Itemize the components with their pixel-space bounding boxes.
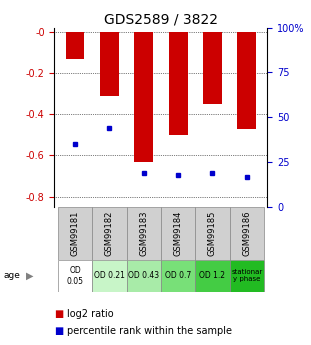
Bar bbox=[92, 260, 127, 292]
Bar bbox=[127, 260, 161, 292]
Bar bbox=[100, 32, 119, 96]
Text: age: age bbox=[3, 272, 20, 280]
Text: OD 1.2: OD 1.2 bbox=[199, 272, 225, 280]
Text: GSM99184: GSM99184 bbox=[174, 211, 183, 256]
Text: OD 0.21: OD 0.21 bbox=[94, 272, 125, 280]
Text: OD 0.7: OD 0.7 bbox=[165, 272, 191, 280]
Text: GSM99182: GSM99182 bbox=[105, 211, 114, 256]
Bar bbox=[127, 207, 161, 260]
Text: GSM99186: GSM99186 bbox=[242, 211, 251, 256]
Text: GSM99183: GSM99183 bbox=[139, 211, 148, 256]
Bar bbox=[230, 260, 264, 292]
Bar bbox=[237, 32, 256, 129]
Text: GSM99181: GSM99181 bbox=[71, 211, 80, 256]
Bar bbox=[134, 32, 153, 162]
Bar bbox=[161, 260, 195, 292]
Text: stationar
y phase: stationar y phase bbox=[231, 269, 262, 283]
Bar bbox=[203, 32, 222, 104]
Bar bbox=[230, 207, 264, 260]
Bar bbox=[161, 207, 195, 260]
Bar bbox=[195, 207, 230, 260]
Bar bbox=[169, 32, 188, 135]
Bar bbox=[66, 32, 85, 59]
Text: OD 0.43: OD 0.43 bbox=[128, 272, 159, 280]
Bar bbox=[58, 260, 92, 292]
Title: GDS2589 / 3822: GDS2589 / 3822 bbox=[104, 12, 218, 27]
Text: ■: ■ bbox=[54, 309, 64, 319]
Text: ■: ■ bbox=[54, 326, 64, 336]
Text: ▶: ▶ bbox=[26, 271, 34, 281]
Bar bbox=[58, 207, 92, 260]
Bar bbox=[195, 260, 230, 292]
Text: GSM99185: GSM99185 bbox=[208, 211, 217, 256]
Bar bbox=[92, 207, 127, 260]
Text: OD
0.05: OD 0.05 bbox=[67, 266, 84, 286]
Text: percentile rank within the sample: percentile rank within the sample bbox=[67, 326, 232, 336]
Text: log2 ratio: log2 ratio bbox=[67, 309, 114, 319]
